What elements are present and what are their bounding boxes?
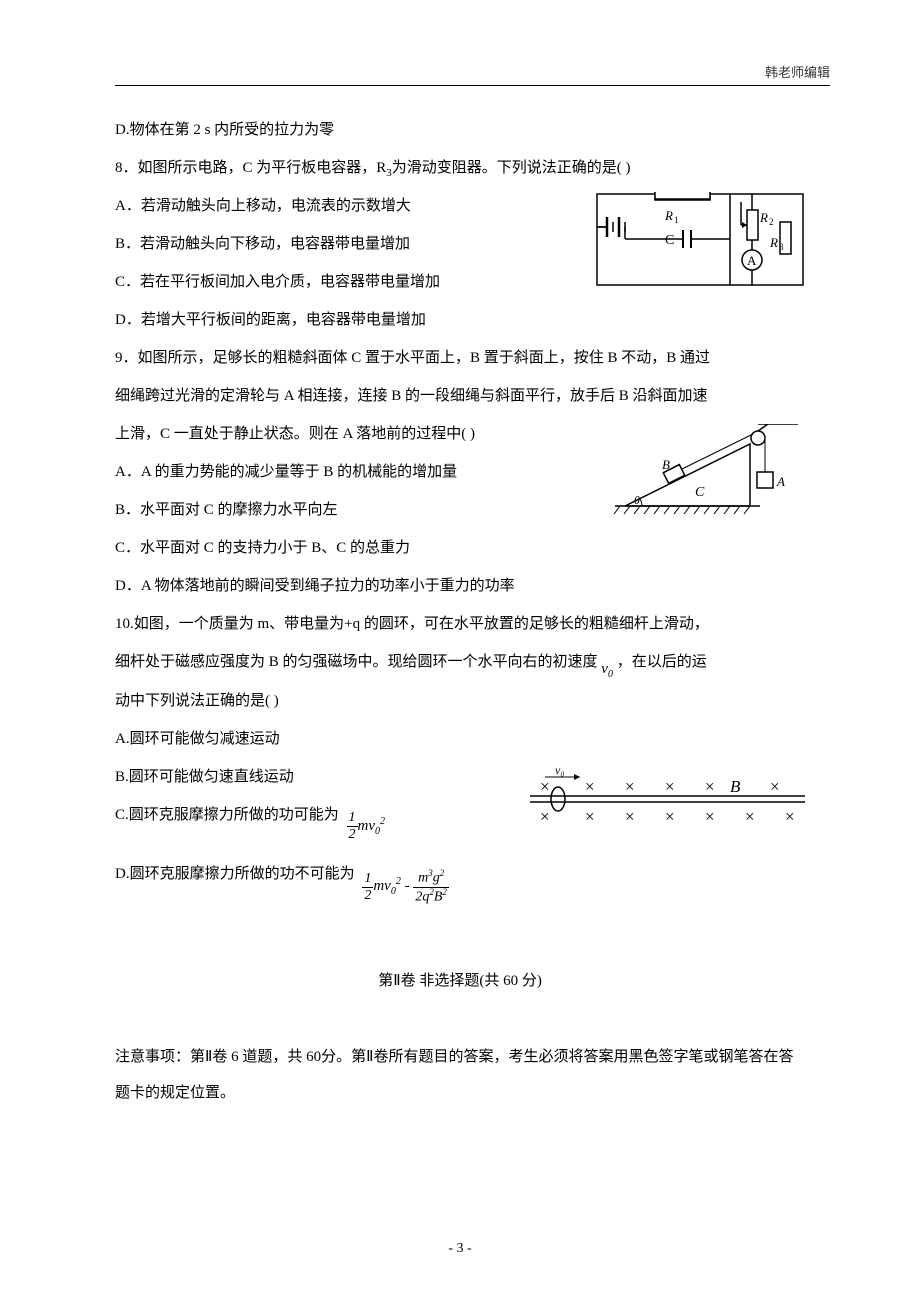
- q8-option-b: B．若滑动触头向下移动，电容器带电量增加: [115, 226, 805, 262]
- q10-stem-2a: 细杆处于磁感应强度为 B 的匀强磁场中。现给圆环一个水平向右的初速度: [115, 654, 598, 670]
- q10-option-c: C.圆环克服摩擦力所做的功可能为 12mv02: [115, 797, 805, 834]
- q9-option-d: D．A 物体落地前的瞬间受到绳子拉力的功率小于重力的功率: [115, 568, 805, 604]
- content: D.物体在第 2 s 内所受的拉力为零 8．如图所示电路，C 为平行板电容器，R…: [115, 112, 805, 1111]
- q7-option-d: D.物体在第 2 s 内所受的拉力为零: [115, 112, 805, 148]
- header-credit: 韩老师编辑: [765, 62, 830, 81]
- q8-option-d: D．若增大平行板间的距离，电容器带电量增加: [115, 302, 805, 338]
- q10-stem-3: 动中下列说法正确的是( ): [115, 683, 805, 719]
- q8-stem-text2: 为滑动变阻器。下列说法正确的是( ): [392, 160, 631, 176]
- q9-option-a: A．A 的重力势能的减少量等于 B 的机械能的增加量: [115, 454, 805, 490]
- q9-stem-1: 9．如图所示，足够长的粗糙斜面体 C 置于水平面上，B 置于斜面上，按住 B 不…: [115, 340, 805, 376]
- header-rule: [115, 85, 830, 86]
- q10-option-b: B.圆环可能做匀速直线运动: [115, 759, 805, 795]
- q9-option-c: C．水平面对 C 的支持力小于 B、C 的总重力: [115, 530, 805, 566]
- q8-option-c: C．若在平行板间加入电介质，电容器带电量增加: [115, 264, 805, 300]
- q9-stem-3: 上滑，C 一直处于静止状态。则在 A 落地前的过程中( ): [115, 416, 805, 452]
- q10-option-a: A.圆环可能做匀减速运动: [115, 721, 805, 757]
- q8-option-a: A．若滑动触头向上移动，电流表的示数增大: [115, 188, 805, 224]
- q9-stem-2: 细绳跨过光滑的定滑轮与 A 相连接，连接 B 的一段细绳与斜面平行，放手后 B …: [115, 378, 805, 414]
- page-number: - 3 -: [0, 1241, 920, 1257]
- q10-stem-1: 10.如图，一个质量为 m、带电量为+q 的圆环，可在水平放置的足够长的粗糙细杆…: [115, 606, 805, 642]
- q8-stem: 8．如图所示电路，C 为平行板电容器，R3为滑动变阻器。下列说法正确的是( ): [115, 150, 805, 186]
- q10-stem-2: 细杆处于磁感应强度为 B 的匀强磁场中。现给圆环一个水平向右的初速度 v0 ，在…: [115, 644, 805, 681]
- q10-stem-2b: ，在以后的运: [617, 654, 707, 670]
- q10-option-d: D.圆环克服摩擦力所做的功不可能为 12mv02 - m3g2 2q2B2: [115, 856, 805, 893]
- section-2-note: 注意事项：第Ⅱ卷 6 道题，共 60分。第Ⅱ卷所有题目的答案，考生必须将答案用黑…: [115, 1039, 805, 1111]
- page-container: 韩老师编辑 D.物体在第 2 s 内所受的拉力为零 8．如图所示电路，C 为平行…: [0, 0, 920, 1153]
- q8-stem-text1: 8．如图所示电路，C 为平行板电容器，R: [115, 160, 386, 176]
- section-2-title: 第Ⅱ卷 非选择题(共 60 分): [115, 963, 805, 999]
- q10-v0: v0: [601, 651, 613, 687]
- q9-option-b: B．水平面对 C 的摩擦力水平向左: [115, 492, 805, 528]
